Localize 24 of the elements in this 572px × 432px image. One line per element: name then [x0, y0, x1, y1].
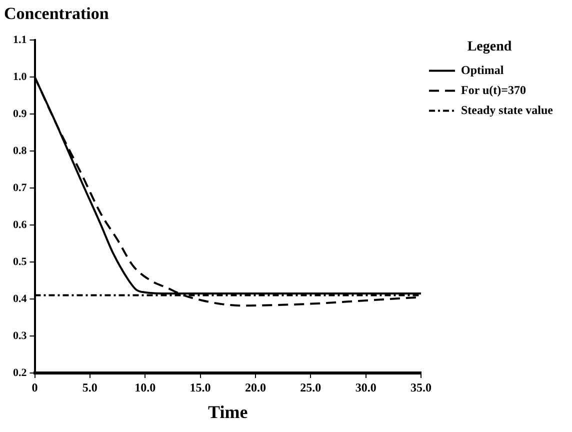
y-tick-label: 1.0	[13, 70, 28, 83]
y-tick-label: 0.6	[13, 218, 28, 231]
x-tick-label: 35.0	[410, 380, 432, 394]
x-tick-label: 10.0	[134, 380, 156, 394]
x-axis-title: Time	[208, 402, 248, 422]
x-tick-label: 15.0	[190, 380, 211, 394]
legend-label: Optimal	[461, 62, 504, 77]
y-tick-label: 0.2	[13, 366, 28, 379]
y-tick-label: 0.4	[13, 292, 28, 305]
y-tick-label: 0.8	[13, 144, 28, 157]
y-tick-label: 0.3	[13, 330, 28, 342]
y-tick-label: 0.9	[13, 108, 28, 120]
legend-label: For u(t)=370	[461, 82, 526, 97]
x-tick-label: 25.0	[300, 380, 322, 394]
x-tick-label: 5.0	[82, 380, 98, 394]
x-tick-label: 20.0	[244, 380, 266, 394]
y-tick-label: 1.1	[13, 34, 27, 46]
y-tick-label: 0.5	[13, 256, 28, 268]
x-tick-label: 30.0	[355, 380, 376, 394]
legend-label: Steady state value	[461, 102, 554, 117]
y-tick-label: 0.7	[13, 182, 28, 194]
legend-title: Legend	[467, 40, 512, 55]
y-axis-title: Concentration	[4, 4, 110, 23]
x-tick-label: 0	[32, 380, 38, 394]
